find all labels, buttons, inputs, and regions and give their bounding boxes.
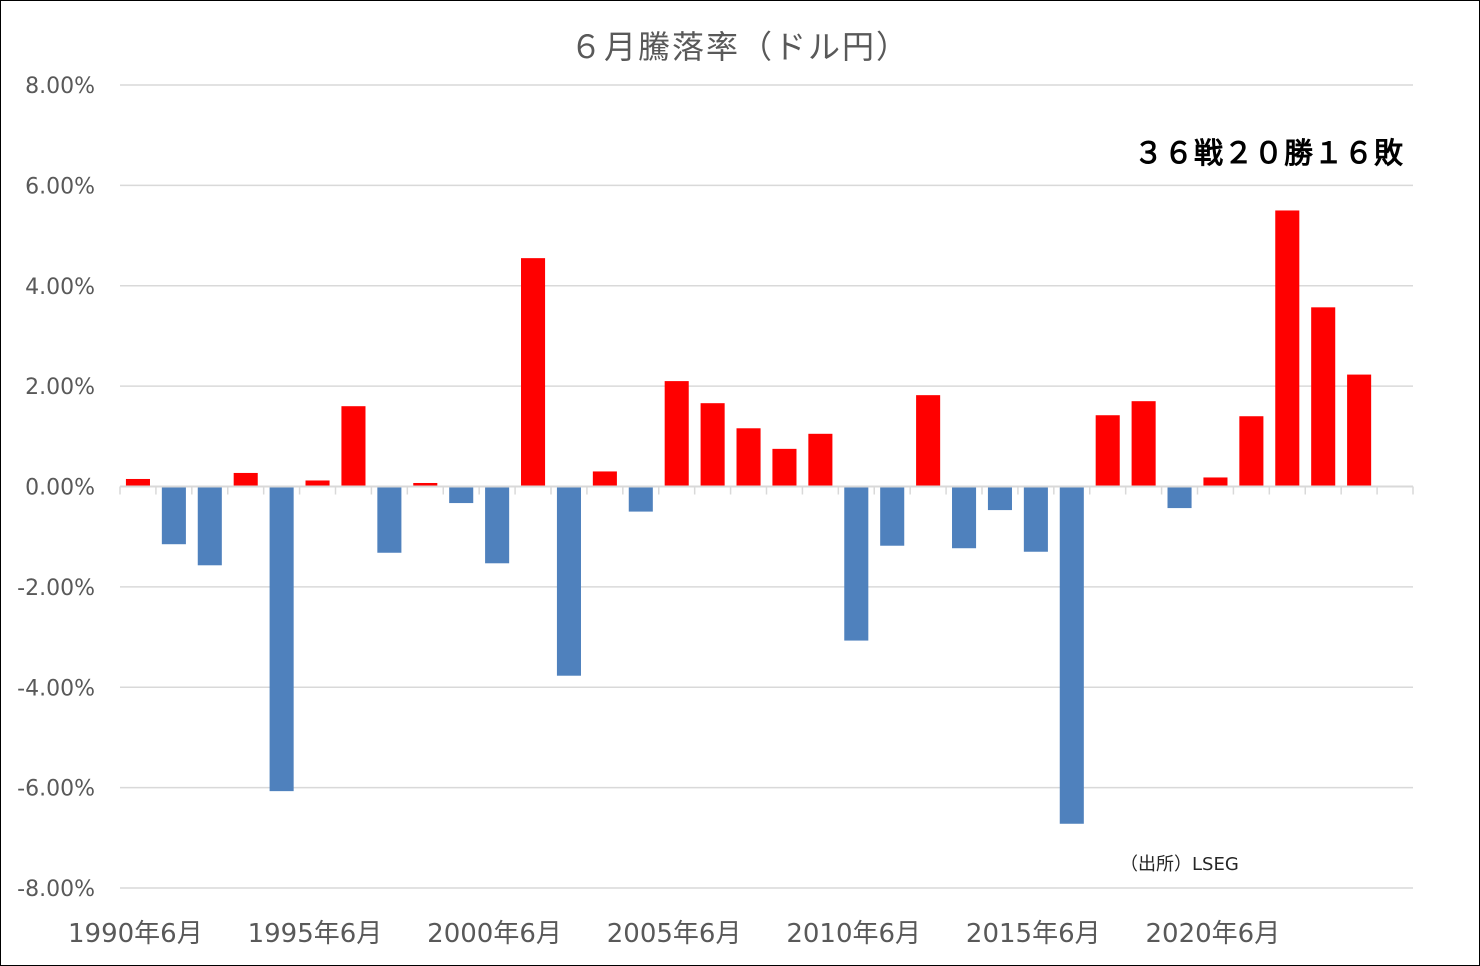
x-tick-label: 2015年6月 — [966, 919, 1101, 949]
bar — [485, 486, 510, 564]
bar — [269, 486, 294, 792]
source-note: （出所）LSEG — [1120, 854, 1239, 875]
x-tick-label: 2000年6月 — [427, 919, 562, 949]
y-tick-label: -6.00% — [17, 777, 95, 802]
y-tick-label: 4.00% — [25, 275, 95, 300]
y-tick-label: -2.00% — [17, 576, 95, 601]
y-tick-label: -4.00% — [17, 676, 95, 701]
bar — [377, 486, 402, 553]
bar — [628, 486, 653, 512]
bar — [556, 486, 581, 676]
bar — [1203, 477, 1228, 487]
x-tick-labels: 1990年6月 1995年6月 2000年6月 2005年6月 2010年6月 2015年… — [68, 919, 1280, 949]
bar — [233, 472, 258, 487]
y-tick-label: 8.00% — [25, 74, 95, 99]
y-tick-labels: 8.00% 6.00% 4.00% 2.00% 0.00% -2.00% -4.00% -6.… — [17, 74, 95, 902]
axes — [119, 485, 1414, 495]
x-tick-label: 2005年6月 — [607, 919, 742, 949]
bar — [449, 486, 474, 504]
bar — [736, 428, 761, 487]
x-tick-label: 2010年6月 — [786, 919, 921, 949]
bar — [1131, 401, 1156, 487]
bar — [197, 486, 222, 566]
bar — [125, 478, 150, 487]
bar — [592, 471, 617, 487]
bar — [1275, 210, 1300, 487]
bar — [1239, 416, 1264, 487]
bar — [1023, 486, 1048, 552]
x-tick-label: 1995年6月 — [248, 919, 383, 949]
bar — [1167, 486, 1192, 509]
bar — [161, 486, 186, 545]
bar — [916, 395, 941, 487]
bar — [987, 486, 1012, 511]
y-tick-label: -8.00% — [17, 877, 95, 902]
bar — [700, 403, 725, 487]
bar — [305, 480, 330, 487]
bar — [808, 433, 833, 487]
win-loss-annotation: ３６戦２０勝１６敗 — [1133, 136, 1404, 170]
x-tick-label: 2020年6月 — [1146, 919, 1281, 949]
x-tick-label: 1990年6月 — [68, 919, 203, 949]
bar — [772, 448, 797, 487]
y-tick-label: 0.00% — [25, 476, 95, 501]
bar — [413, 482, 438, 487]
bar — [1059, 486, 1084, 824]
grid-lines — [120, 84, 1413, 889]
bar — [664, 381, 689, 487]
bar — [1311, 307, 1336, 487]
bar — [1347, 374, 1372, 487]
bars — [125, 210, 1372, 824]
bar — [1095, 415, 1120, 487]
bar — [880, 486, 905, 546]
y-tick-label: 2.00% — [25, 375, 95, 400]
bar — [844, 486, 869, 641]
chart-title: ６月騰落率（ドル円） — [569, 28, 910, 66]
bar — [952, 486, 977, 549]
y-tick-label: 6.00% — [25, 174, 95, 199]
bar — [341, 406, 366, 487]
bar — [521, 258, 546, 487]
